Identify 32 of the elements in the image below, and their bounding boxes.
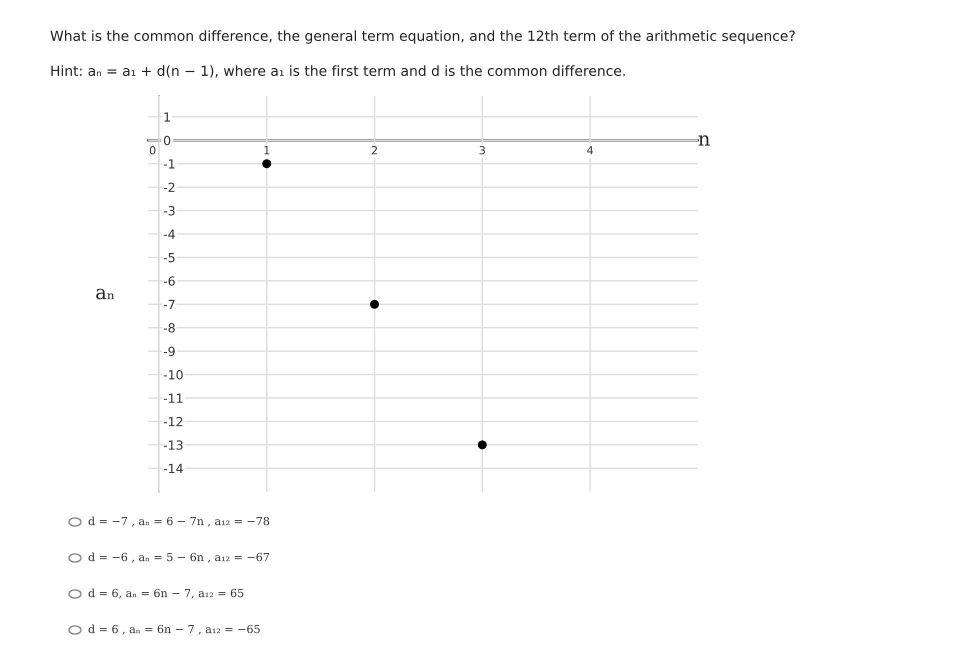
y-tick-label: -8 xyxy=(164,323,175,333)
y-tick-label: -2 xyxy=(164,182,174,192)
y-tick-label: -13 xyxy=(164,440,183,450)
y-tick-label: -7 xyxy=(164,300,175,310)
x-axis-title: n xyxy=(698,135,710,146)
y-axis-title: aₙ xyxy=(96,288,114,300)
text: d = 6 , aₙ = 6n − 7 , a₁₂ = −65 xyxy=(88,624,260,635)
point xyxy=(478,440,487,450)
point xyxy=(262,159,272,168)
y-tick-label: -6 xyxy=(164,276,175,286)
point xyxy=(370,300,380,309)
y-tick-label: -14 xyxy=(164,464,183,474)
y-tick-label: -3 xyxy=(164,206,175,216)
x-tick-label: 3 xyxy=(480,146,485,154)
text: Hint: aₙ = a₁ + d(n − 1), where a₁ is the first term and d is the common difference. xyxy=(51,65,625,78)
y-tick-label: -1 xyxy=(164,159,174,168)
y-tick-label: -5 xyxy=(164,253,174,262)
text: d = −6 , aₙ = 5 − 6n , a₁₂ = −67 xyxy=(88,552,270,563)
y-tick-label: -12 xyxy=(164,416,182,426)
text: d = −7 , aₙ = 6 − 7n , a₁₂ = −78 xyxy=(88,516,270,527)
x-tick-label: 1 xyxy=(264,146,270,154)
chart-title: What is the common difference, the general term equation, and the 12th term of the arithmetic sequence? xyxy=(50,30,795,44)
x-tick-label: 4 xyxy=(587,146,594,154)
y-tick-label: 0 xyxy=(164,136,170,146)
x-tick-label: 0 xyxy=(150,146,156,154)
y-tick-label: 1 xyxy=(164,112,170,122)
y-tick-label: -9 xyxy=(164,346,175,356)
y-tick-label: -10 xyxy=(164,370,183,380)
x-tick-label: 2 xyxy=(372,146,377,154)
y-tick-label: -11 xyxy=(164,394,182,403)
text: d = 6, aₙ = 6n − 7, a₁₂ = 65 xyxy=(88,588,244,599)
y-tick-label: -4 xyxy=(164,230,175,239)
